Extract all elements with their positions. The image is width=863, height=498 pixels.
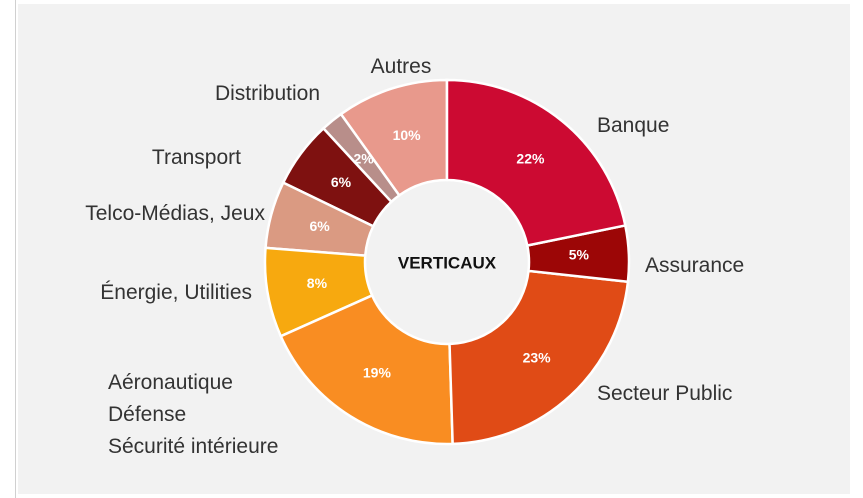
value-label: 19% [363, 365, 392, 381]
donut-slice [445, 78, 627, 248]
category-label: Énergie, Utilities [100, 281, 252, 304]
value-label: 5% [569, 247, 590, 263]
donut-slice [264, 180, 375, 257]
value-label: 23% [523, 350, 552, 366]
category-label: Autres [370, 55, 432, 78]
category-label: Transport [151, 146, 241, 169]
value-label: 8% [307, 275, 328, 291]
value-label: 2% [353, 150, 374, 166]
donut-slice [263, 246, 374, 338]
category-label: Aéronautique Défense Sécurité intérieure [108, 371, 279, 458]
value-label: 6% [309, 218, 330, 234]
category-label: Banque [597, 114, 670, 137]
donut-slice [525, 223, 631, 284]
center-label: VERTICAUX [398, 253, 497, 272]
value-label: 22% [516, 150, 545, 166]
category-label: Telco-Médias, Jeux [85, 202, 265, 225]
value-label: 10% [393, 127, 422, 143]
category-label: Assurance [645, 254, 745, 277]
donut-slice [281, 126, 394, 228]
donut-slice [279, 293, 454, 446]
donut-slice [448, 269, 630, 446]
category-label: Distribution [214, 82, 320, 105]
category-label: Secteur Public [597, 382, 733, 405]
edge-line [15, 0, 16, 498]
value-label: 6% [331, 174, 352, 190]
